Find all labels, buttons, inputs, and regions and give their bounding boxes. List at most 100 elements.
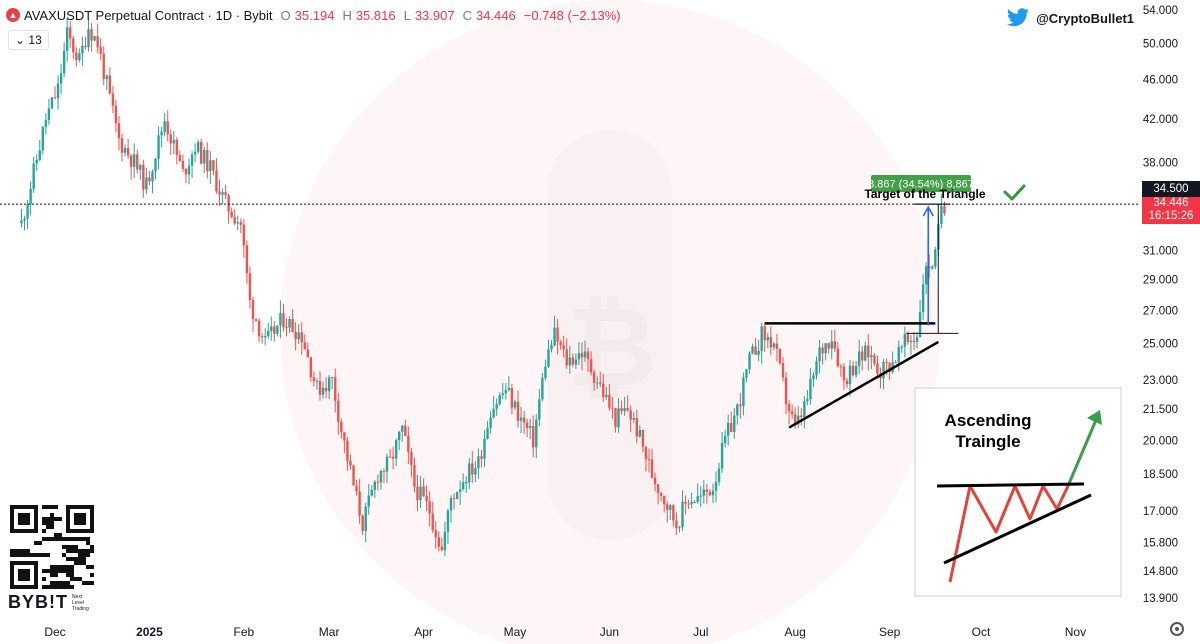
settings-gear-icon[interactable] bbox=[1170, 622, 1184, 636]
time-tick-label: Jun bbox=[600, 625, 619, 639]
candle-body bbox=[940, 205, 943, 225]
price-tick-label: 27.000 bbox=[1143, 305, 1178, 317]
price-tick-label: 15.800 bbox=[1143, 537, 1178, 549]
qr-module bbox=[82, 557, 86, 561]
time-tick-label: Sep bbox=[879, 625, 901, 639]
candle-body bbox=[772, 343, 776, 348]
indicator-badge[interactable]: ⌄ 13 bbox=[8, 30, 49, 50]
price-tick-label: 38.000 bbox=[1143, 157, 1178, 169]
qr-module bbox=[46, 553, 50, 557]
qr-module bbox=[26, 549, 30, 553]
qr-module bbox=[90, 573, 94, 577]
price-tick-label: 13.900 bbox=[1143, 593, 1178, 605]
qr-module bbox=[90, 545, 94, 549]
candle-body bbox=[845, 380, 849, 385]
qr-module bbox=[54, 585, 58, 589]
candle-body bbox=[586, 351, 590, 360]
candle-body bbox=[696, 496, 699, 503]
time-axis[interactable]: Dec 2025 Feb Mar Apr May Jun Jul Aug Sep Oct Nov bbox=[44, 625, 1086, 639]
candle-body bbox=[924, 266, 928, 285]
price-tick-label: 50.000 bbox=[1143, 38, 1178, 50]
qr-module bbox=[90, 549, 94, 553]
candle-body bbox=[285, 327, 288, 329]
candle-body bbox=[419, 486, 422, 501]
price-axis[interactable]: 54.00050.00046.00042.00038.00034.50031.0… bbox=[1143, 5, 1178, 605]
candle-body bbox=[535, 419, 538, 448]
candle-body bbox=[477, 456, 480, 469]
candle-body bbox=[635, 418, 638, 437]
qr-module bbox=[30, 553, 34, 557]
candle-body bbox=[848, 365, 852, 385]
price-tick-label: 20.000 bbox=[1143, 435, 1178, 447]
low-label: L bbox=[403, 7, 411, 23]
qr-module bbox=[10, 549, 14, 553]
qr-module bbox=[50, 585, 54, 589]
candle-body bbox=[431, 513, 434, 531]
candle-body bbox=[931, 266, 934, 269]
qr-module bbox=[90, 565, 94, 569]
candle-body bbox=[401, 425, 404, 432]
target-price-tag: 34.500 bbox=[1142, 181, 1200, 197]
candle-body bbox=[44, 120, 48, 127]
candle-body bbox=[690, 502, 693, 505]
candle-body bbox=[337, 400, 340, 423]
candle-body bbox=[352, 465, 355, 486]
candle-body bbox=[592, 372, 596, 383]
candle-body bbox=[190, 154, 194, 166]
candle-body bbox=[681, 502, 684, 528]
candle-body bbox=[644, 446, 648, 460]
candle-body bbox=[480, 456, 483, 459]
candle-body bbox=[422, 486, 425, 496]
candle-body bbox=[93, 36, 96, 41]
candle-body bbox=[65, 27, 69, 51]
qr-module bbox=[74, 561, 78, 565]
candle-body bbox=[245, 245, 249, 274]
price-tick-label: 17.000 bbox=[1143, 506, 1178, 518]
candle-body bbox=[541, 377, 544, 400]
candle-body bbox=[404, 425, 407, 437]
candle-body bbox=[102, 53, 105, 79]
candle-body bbox=[349, 460, 352, 466]
candle-body bbox=[343, 432, 346, 441]
candle-body bbox=[334, 377, 337, 401]
qr-module bbox=[46, 505, 50, 509]
candle-body bbox=[784, 377, 788, 405]
candle-body bbox=[894, 362, 897, 364]
candle-body bbox=[50, 97, 54, 109]
qr-module bbox=[50, 565, 54, 569]
candle-body bbox=[294, 332, 297, 340]
candle-body bbox=[647, 459, 651, 461]
candle-body bbox=[297, 332, 300, 340]
candle-body bbox=[641, 429, 645, 447]
candle-body bbox=[157, 135, 160, 159]
candle-body bbox=[763, 326, 766, 341]
candle-body bbox=[267, 330, 270, 337]
qr-module bbox=[86, 537, 90, 541]
qr-module bbox=[74, 557, 78, 561]
candle-body bbox=[748, 353, 751, 370]
qr-module bbox=[62, 565, 66, 569]
candle-body bbox=[821, 347, 824, 354]
candle-body bbox=[248, 273, 252, 300]
qr-module bbox=[82, 581, 86, 585]
candle-body bbox=[723, 435, 727, 443]
candle-body bbox=[760, 326, 763, 351]
open-value: 35.194 bbox=[294, 7, 335, 23]
qr-module bbox=[42, 585, 46, 589]
candle-body bbox=[105, 75, 108, 79]
candle-body bbox=[178, 154, 182, 161]
candle-body bbox=[318, 381, 322, 395]
qr-module bbox=[46, 521, 50, 525]
candle-body bbox=[614, 408, 617, 428]
qr-module bbox=[54, 537, 58, 541]
candle-body bbox=[623, 408, 626, 412]
qr-module bbox=[78, 549, 82, 553]
change-value: −0.748 (−2.13%) bbox=[523, 7, 621, 23]
qr-module bbox=[66, 537, 70, 541]
candle-body bbox=[273, 326, 276, 334]
candle-body bbox=[659, 493, 663, 496]
qr-module bbox=[62, 553, 66, 557]
candle-body bbox=[26, 204, 29, 219]
